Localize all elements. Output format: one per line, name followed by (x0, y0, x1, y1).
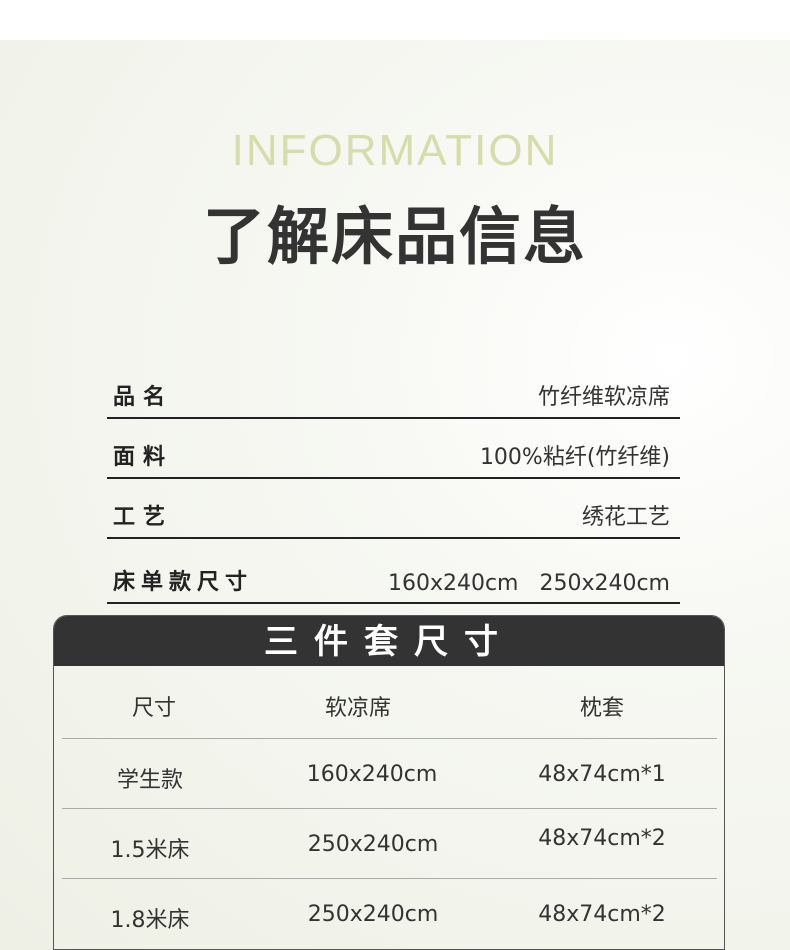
table-cell: 48x74cm*2 (538, 902, 666, 927)
info-value: 绣花工艺 (581, 505, 670, 530)
table-cell: 1.5米床 (110, 838, 190, 863)
table-cell: 1.8米床 (110, 908, 190, 933)
size-table: 三件套尺寸 尺寸 软凉席 枕套 学生款 160x240cm 48x74cm*1 … (53, 615, 725, 950)
info-label: 床单款尺寸 (113, 570, 254, 595)
table-row: 1.8米床 250x240cm 48x74cm*2 (62, 878, 717, 948)
info-value: 竹纤维软凉席 (537, 385, 670, 410)
table-cell: 学生款 (116, 768, 184, 793)
info-value: 160x240cm 250x240cm (387, 571, 670, 596)
table-cell: 48x74cm*1 (538, 762, 666, 787)
page-title: 了解床品信息 (202, 200, 587, 273)
info-label: 工艺 (113, 505, 174, 530)
background (0, 40, 790, 950)
table-cell: 160x240cm (306, 762, 438, 787)
table-cell: 250x240cm (307, 902, 439, 927)
info-row-sheet-size: 床单款尺寸 160x240cm 250x240cm (107, 562, 680, 604)
table-row: 1.5米床 250x240cm 48x74cm*2 (62, 808, 717, 879)
table-cell: 250x240cm (307, 832, 439, 857)
info-row-craft: 工艺 绣花工艺 (107, 497, 680, 539)
info-row-name: 品名 竹纤维软凉席 (107, 377, 680, 419)
column-header: 尺寸 (131, 696, 177, 721)
info-label: 品名 (113, 385, 174, 410)
table-header-row: 尺寸 软凉席 枕套 (62, 668, 717, 739)
table-row: 学生款 160x240cm 48x74cm*1 (62, 738, 717, 809)
info-row-fabric: 面料 100%粘纤(竹纤维) (107, 437, 680, 479)
table-cell: 48x74cm*2 (538, 826, 666, 851)
size-table-title: 三件套尺寸 (54, 616, 724, 666)
english-heading: INFORMATION (231, 126, 559, 175)
column-header: 软凉席 (324, 696, 392, 721)
info-label: 面料 (113, 445, 174, 470)
info-value: 100%粘纤(竹纤维) (479, 445, 670, 470)
column-header: 枕套 (579, 696, 625, 721)
